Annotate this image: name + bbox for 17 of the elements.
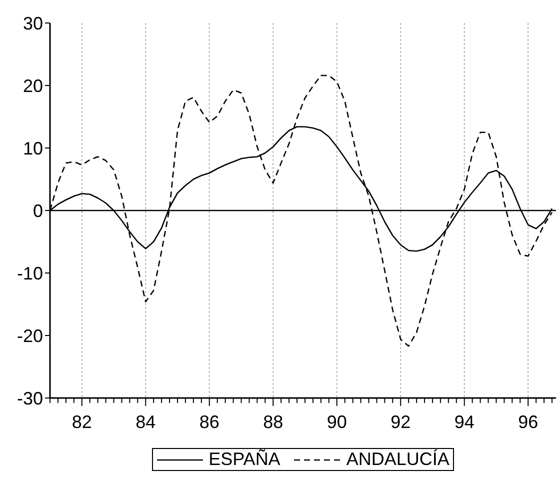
x-tick-label: 82 [72, 412, 92, 432]
y-tick-label: -30 [16, 388, 43, 408]
y-tick-label: -20 [16, 326, 43, 346]
y-tick-label: 20 [22, 76, 43, 96]
legend-label: ANDALUCÍA [346, 449, 450, 470]
x-tick-label: 86 [199, 412, 220, 432]
y-tick-label: 0 [32, 200, 43, 221]
y-tick-label: 10 [22, 138, 43, 158]
y-tick-label: -10 [16, 263, 43, 284]
y-tick-label: 30 [22, 13, 43, 34]
x-tick-label: 84 [136, 412, 156, 432]
x-tick-label: 94 [454, 412, 474, 432]
x-tick-label: 88 [263, 412, 284, 432]
x-tick-label: 96 [518, 412, 538, 432]
x-tick-label: 92 [390, 412, 411, 432]
x-tick-label: 90 [326, 412, 347, 432]
legend-label: ESPAÑA [208, 449, 280, 470]
